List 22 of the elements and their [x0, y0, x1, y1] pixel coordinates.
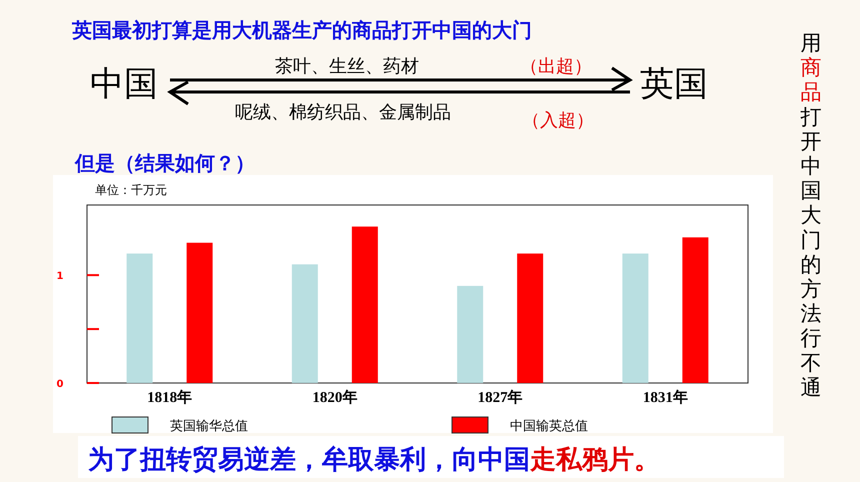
legend-label: 中国输英总值: [510, 419, 588, 434]
y-tick-label: 1: [56, 271, 64, 282]
text: 中国: [90, 64, 158, 104]
text: （出超）: [520, 56, 592, 77]
chart-subtitle: 但是（结果如何？）: [74, 151, 255, 175]
text: 商品: [800, 56, 822, 104]
chart-title: 英国最初打算是用大机器生产的商品打开中国的大门: [71, 18, 532, 42]
legend-label: 英国输华总值: [170, 419, 248, 434]
x-tick-label: 1818年: [147, 389, 192, 406]
text: 用: [800, 31, 822, 55]
text: 打开中国大门的方法行不通: [800, 104, 822, 400]
text: 为了扭转贸易逆差，牟取暴利，向中国: [88, 445, 530, 475]
y-tick-label: 0: [56, 379, 64, 390]
text: 英国: [640, 64, 708, 104]
x-tick-label: 1820年: [312, 389, 358, 406]
text: 茶叶、生丝、药材: [275, 56, 419, 77]
x-tick-label: 1827年: [478, 389, 523, 406]
y-axis-title: 单位：千万元: [95, 183, 167, 197]
text: 呢绒、棉纺织品、金属制品: [235, 102, 451, 123]
x-tick-label: 1831年: [642, 389, 688, 406]
text: 走私鸦片。: [529, 445, 660, 475]
text: （入超）: [522, 110, 594, 131]
